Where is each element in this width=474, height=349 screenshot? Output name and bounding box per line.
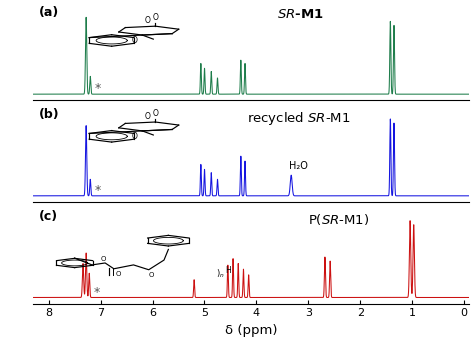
Text: O: O — [152, 14, 158, 22]
Text: $\it{SR}$-M1: $\it{SR}$-M1 — [277, 8, 324, 21]
Text: *: * — [94, 286, 100, 299]
Text: P($\it{SR}$-M1): P($\it{SR}$-M1) — [308, 211, 369, 227]
Text: H₂O: H₂O — [289, 161, 308, 171]
Text: O: O — [132, 36, 138, 45]
Text: *: * — [95, 82, 101, 96]
Text: O: O — [101, 256, 106, 262]
Text: O: O — [132, 132, 138, 141]
Text: (a): (a) — [38, 6, 59, 20]
Text: O: O — [149, 273, 154, 279]
Text: recycled $\it{SR}$-M1: recycled $\it{SR}$-M1 — [247, 110, 350, 127]
Text: H: H — [225, 266, 231, 275]
Text: O: O — [145, 16, 151, 25]
Text: O: O — [152, 109, 158, 118]
Text: (b): (b) — [38, 108, 59, 121]
Text: O: O — [145, 112, 151, 121]
Text: *: * — [95, 184, 101, 197]
Text: )$_n$: )$_n$ — [216, 268, 225, 280]
Text: (c): (c) — [38, 210, 57, 223]
Text: O: O — [116, 270, 121, 276]
X-axis label: δ (ppm): δ (ppm) — [225, 324, 277, 337]
